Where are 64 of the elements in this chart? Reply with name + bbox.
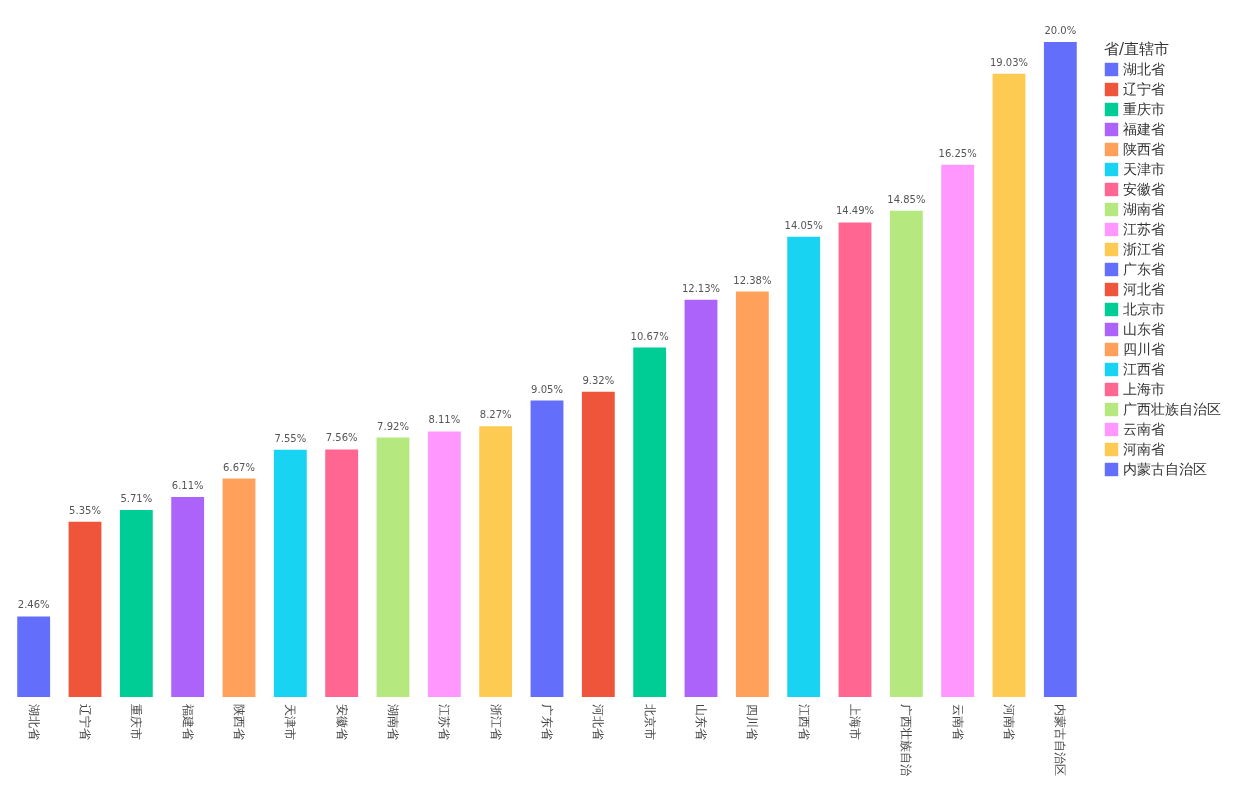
legend-label: 广东省 [1123,260,1165,277]
legend-label: 北京市 [1123,300,1165,317]
legend-label: 上海市 [1123,380,1165,397]
x-tick-label: 广东省 [540,703,554,740]
legend-title: 省/直辖市 [1104,40,1170,58]
x-tick-label: 天津市 [283,703,298,740]
data-label: 14.05% [784,219,823,231]
legend-label: 浙江省 [1123,240,1165,257]
x-tick-label: 湖南省 [386,703,400,740]
data-label: 2.46% [17,599,50,611]
x-tick-label: 辽宁省 [78,703,92,740]
legend-label: 陕西省 [1123,140,1165,157]
x-tick-label: 江苏省 [437,703,452,740]
data-label: 8.11% [428,414,461,426]
legend-label: 天津市 [1123,160,1165,177]
legend-label: 四川省 [1123,340,1165,357]
legend-label: 安徽省 [1123,180,1165,197]
data-label: 5.35% [69,504,101,516]
x-tick-label: 上海市 [848,703,862,740]
data-label: 9.05% [531,383,563,395]
legend-label: 广西壮族自治区 [1123,400,1221,417]
data-label: 10.67% [630,330,669,342]
legend-label: 河南省 [1123,440,1165,457]
x-tick-label: 湖北省 [26,703,41,740]
legend-label: 辽宁省 [1123,80,1165,97]
x-tick-label: 山东省 [694,703,708,740]
legend-label: 湖北省 [1123,60,1165,77]
x-tick-label: 江西省 [796,703,811,740]
data-label: 20.0% [1044,25,1077,36]
legend-label: 江苏省 [1123,220,1165,237]
legend-label: 内蒙古自治区 [1123,460,1207,477]
data-label: 5.71% [120,493,153,504]
x-tick-label: 重庆市 [129,703,144,740]
legend-label: 山东省 [1123,320,1165,337]
data-label: 14.49% [835,205,875,217]
x-tick-label: 河南省 [1002,703,1016,740]
data-label: 12.38% [733,274,772,286]
legend-label: 河北省 [1123,280,1165,297]
legend-label: 重庆市 [1123,100,1165,117]
data-label: 7.56% [325,432,358,444]
legend-label: 江西省 [1123,360,1165,377]
data-label: 9.32% [582,374,615,386]
legend-label: 湖南省 [1123,200,1165,217]
x-tick-label: 陕西省 [232,703,246,740]
x-tick-label: 四川省 [745,703,760,740]
x-tick-label: 内蒙古自治区 [1053,703,1068,776]
data-label: 6.67% [223,461,255,473]
x-tick-label: 福建省 [180,703,195,740]
x-tick-label: 北京市 [642,703,657,740]
x-tick-label: 安徽省 [334,703,349,740]
x-tick-label: 云南省 [950,703,965,740]
data-label: 12.13% [681,282,721,294]
data-label: 19.03% [989,56,1029,68]
x-tick-label: 浙江省 [488,703,503,740]
data-label: 14.85% [887,193,926,205]
legend-label: 福建省 [1123,120,1165,137]
x-tick-label: 河北省 [591,703,606,740]
data-label: 7.92% [377,420,409,432]
data-label: 16.25% [938,147,977,159]
x-tick-label: 广西壮族自治 [899,703,914,776]
data-label: 6.11% [171,479,204,491]
data-label: 7.55% [274,432,307,444]
legend-label: 云南省 [1123,420,1165,437]
data-label: 8.27% [479,409,512,421]
